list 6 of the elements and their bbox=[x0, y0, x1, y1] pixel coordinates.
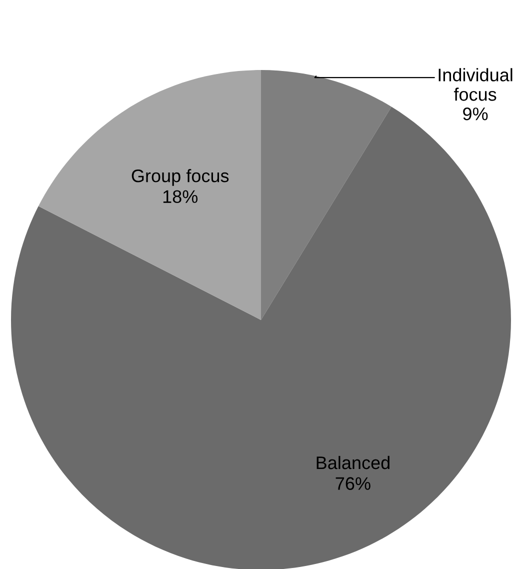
data-label: 76% bbox=[336, 477, 370, 490]
data-label: 18% bbox=[163, 190, 198, 204]
slice-label: Balanced bbox=[316, 456, 390, 470]
data-label: 9% bbox=[463, 107, 488, 120]
slice-label: Group focus bbox=[132, 169, 229, 186]
slice-label: Individual focus bbox=[438, 68, 512, 101]
